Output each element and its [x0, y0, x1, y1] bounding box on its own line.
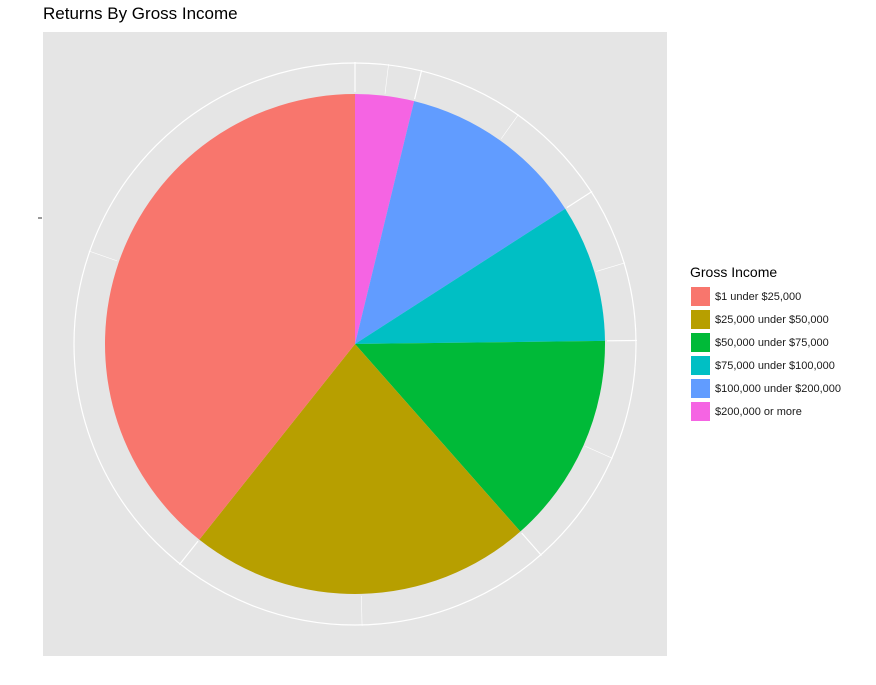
legend-key: [691, 356, 710, 375]
grid-radial-line: [384, 63, 389, 94]
legend-label: $50,000 under $75,000: [715, 336, 829, 349]
chart-title: Returns By Gross Income: [43, 4, 238, 23]
legend-label: $200,000 or more: [715, 405, 802, 418]
legend-label: $25,000 under $50,000: [715, 313, 829, 326]
legend-label: $100,000 under $200,000: [715, 382, 842, 395]
pie-slices: [104, 94, 605, 595]
legend-label: $75,000 under $100,000: [715, 359, 835, 372]
legend-item: $50,000 under $75,000: [690, 331, 841, 354]
legend-items: $1 under $25,000 $25,000 under $50,000 $50…: [690, 285, 841, 423]
pie-slice: [355, 101, 566, 344]
pie-slice: [355, 94, 415, 344]
polar-grid: [73, 62, 637, 626]
grid-radial-line: [88, 250, 118, 262]
pie-slice: [355, 208, 605, 344]
legend-item: $75,000 under $100,000: [690, 354, 841, 377]
legend-item: $100,000 under $200,000: [690, 377, 841, 400]
legend: Gross Income $1 under $25,000 $25,000 und…: [690, 264, 841, 423]
grid-radial-line: [566, 190, 593, 209]
grid-radial-line: [596, 262, 626, 272]
grid-radial-line: [361, 595, 363, 626]
grid-radial-line: [178, 540, 199, 566]
pie-slice: [104, 94, 355, 540]
pie-slice: [355, 340, 605, 532]
legend-item: $200,000 or more: [690, 400, 841, 423]
legend-item: $25,000 under $50,000: [690, 308, 841, 331]
legend-key: [691, 379, 710, 398]
legend-key: [691, 287, 710, 306]
grid-radial-line: [521, 532, 542, 556]
legend-title: Gross Income: [690, 264, 778, 280]
grid-radial-line: [414, 69, 423, 100]
legend-label: $1 under $25,000: [715, 290, 802, 303]
legend-item: $1 under $25,000: [690, 285, 841, 308]
grid-radial-line: [585, 445, 613, 459]
legend-key: [691, 310, 710, 329]
legend-key: [691, 402, 710, 421]
grid-radial-line: [500, 114, 519, 139]
legend-key: [691, 333, 710, 352]
pie-slice: [199, 344, 521, 595]
